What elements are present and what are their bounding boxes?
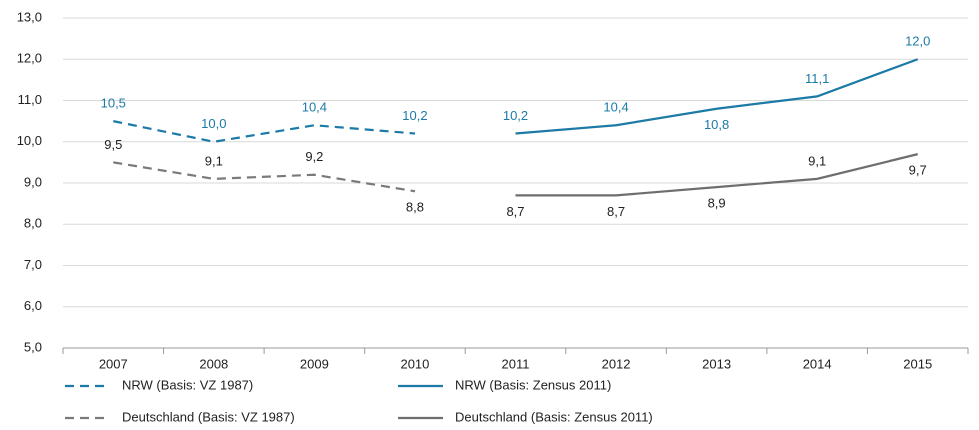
x-tick-label: 2007 <box>99 356 128 371</box>
y-tick-label: 6,0 <box>24 298 42 313</box>
y-tick-label: 9,0 <box>24 174 42 189</box>
legend-label: Deutschland (Basis: VZ 1987) <box>122 409 295 424</box>
data-label: 10,0 <box>201 116 226 131</box>
x-tick-label: 2015 <box>903 356 932 371</box>
y-tick-label: 8,0 <box>24 216 42 231</box>
data-label: 11,1 <box>805 71 829 86</box>
data-label: 9,1 <box>808 153 826 168</box>
data-label: 10,8 <box>704 117 729 132</box>
series-line <box>113 120 416 143</box>
data-label: 9,1 <box>205 153 223 168</box>
data-label: 10,4 <box>603 100 628 115</box>
y-tick-label: 11,0 <box>18 92 42 107</box>
data-label: 12,0 <box>905 34 930 49</box>
x-tick-label: 2011 <box>502 356 530 371</box>
y-tick-label: 13,0 <box>17 9 42 24</box>
x-tick-label: 2013 <box>702 356 731 371</box>
series-line <box>515 58 919 135</box>
x-tick-label: 2012 <box>602 356 631 371</box>
data-label: 10,4 <box>302 100 327 115</box>
x-tick-label: 2009 <box>300 356 329 371</box>
data-label: 8,7 <box>506 204 524 219</box>
data-label: 10,5 <box>101 96 126 111</box>
series-line <box>515 153 918 197</box>
y-tick-label: 7,0 <box>24 257 42 272</box>
data-label: 10,2 <box>402 108 427 123</box>
data-label: 9,5 <box>104 137 122 152</box>
x-tick-label: 2008 <box>199 356 228 371</box>
y-tick-label: 5,0 <box>24 339 42 354</box>
y-tick-label: 10,0 <box>17 133 42 148</box>
legend-label: NRW (Basis: VZ 1987) <box>122 377 253 392</box>
legend-label: NRW (Basis: Zensus 2011) <box>455 377 611 392</box>
data-label: 10,2 <box>503 108 528 123</box>
x-tick-label: 2010 <box>400 356 429 371</box>
x-tick-label: 2014 <box>803 356 832 371</box>
data-label: 8,9 <box>708 196 726 211</box>
series-line <box>113 161 416 193</box>
data-label: 8,7 <box>607 204 625 219</box>
data-label: 8,8 <box>406 200 424 215</box>
data-label: 9,2 <box>305 149 323 164</box>
legend-label: Deutschland (Basis: Zensus 2011) <box>455 409 653 424</box>
data-label: 9,7 <box>909 163 927 178</box>
y-tick-label: 12,0 <box>17 51 42 66</box>
